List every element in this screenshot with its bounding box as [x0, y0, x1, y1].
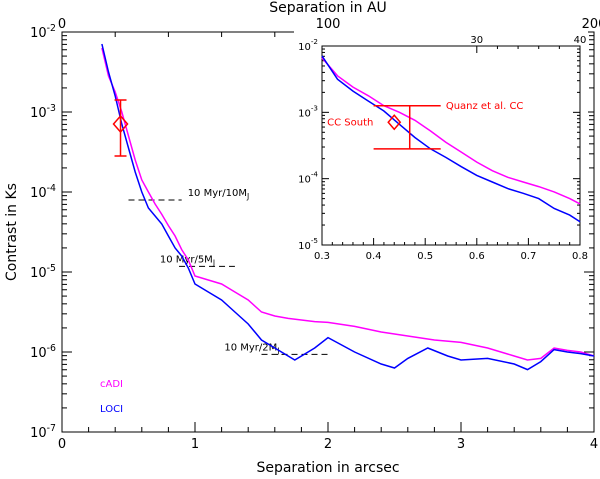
x-axis-title: Separation in arcsec [256, 460, 399, 476]
y-tick-label: 10-2 [30, 23, 56, 41]
y-tick-label: 10-7 [30, 423, 56, 441]
x-tick-label: 0 [58, 437, 66, 452]
x-tick-label: 2 [324, 437, 332, 452]
inset-series-line-cadi [321, 57, 581, 205]
legend-loci: LOCI [100, 404, 123, 415]
mass-limit-label: 10 Myr/10MJ [188, 188, 250, 201]
inset-plot: 0.30.40.50.60.70.8304050607010-510-410-3… [294, 28, 588, 263]
cc-south-label: CC South [327, 118, 373, 129]
y-tick-label: 10-6 [30, 343, 56, 361]
y-tick-label: 10-5 [30, 263, 56, 281]
series-line-cadi [101, 47, 595, 361]
main-detection-marker [112, 99, 129, 157]
inset-y-tick-label: 10-5 [298, 236, 318, 252]
main-axis-ticks [61, 31, 595, 433]
inset-y-tick-label: 10-2 [298, 37, 318, 53]
inset-x-tick-label: 0.7 [520, 251, 536, 262]
quanz-label: Quanz et al. CC [446, 101, 524, 112]
diamond-marker [112, 114, 129, 134]
top-axis-title: Separation in AU [269, 0, 387, 16]
y-tick-label: 10-4 [30, 183, 56, 201]
inset-x-tick-label: 0.5 [417, 251, 433, 262]
inset-plot-frame [321, 45, 581, 246]
inset-series [321, 55, 581, 223]
y-axis-title: Contrast in Ks [4, 183, 20, 281]
main-series [101, 43, 595, 371]
x-tick-label: 3 [457, 437, 465, 452]
inset-x-tick-label: 0.6 [469, 251, 485, 262]
x-tick-label: 1 [191, 437, 199, 452]
inset-detection-marker [373, 104, 441, 150]
mass-limit-label: 10 Myr/5MJ [160, 254, 215, 267]
inset-x-tick-label: 0.3 [314, 251, 330, 262]
inset-axis-tick-labels: 0.30.40.50.60.70.8304050607010-510-410-3… [298, 35, 588, 262]
series-line-loci [101, 43, 595, 371]
inset-x-tick-label: 0.8 [572, 251, 588, 262]
inset-x-tick-label: 0.4 [366, 251, 382, 262]
inset-y-tick-label: 10-4 [298, 170, 318, 186]
inset-y-tick-label: 10-3 [298, 103, 318, 119]
legend: cADI LOCI [100, 379, 123, 415]
inset-diamond-marker [387, 114, 402, 131]
main-plot: 01234010020030010-710-610-510-410-310-2 … [30, 17, 600, 452]
mass-limit-label: 10 Myr/2MJ [224, 342, 279, 355]
y-tick-label: 10-3 [30, 103, 56, 121]
inset-series-line-loci [321, 55, 581, 223]
top-tick-label: 0 [58, 17, 66, 32]
inset-top-tick-label: 40 [574, 35, 587, 46]
inset-background [294, 28, 588, 263]
inset-axis-ticks [321, 45, 581, 246]
x-tick-label: 4 [590, 437, 598, 452]
legend-cadi: cADI [100, 379, 123, 390]
main-axis-tick-labels: 01234010020030010-710-610-510-410-310-2 [30, 17, 600, 452]
mass-limit-lines: 10 Myr/10MJ 10 Myr/5MJ 10 Myr/2MJ [128, 188, 328, 355]
inset-top-tick-label: 30 [470, 35, 483, 46]
